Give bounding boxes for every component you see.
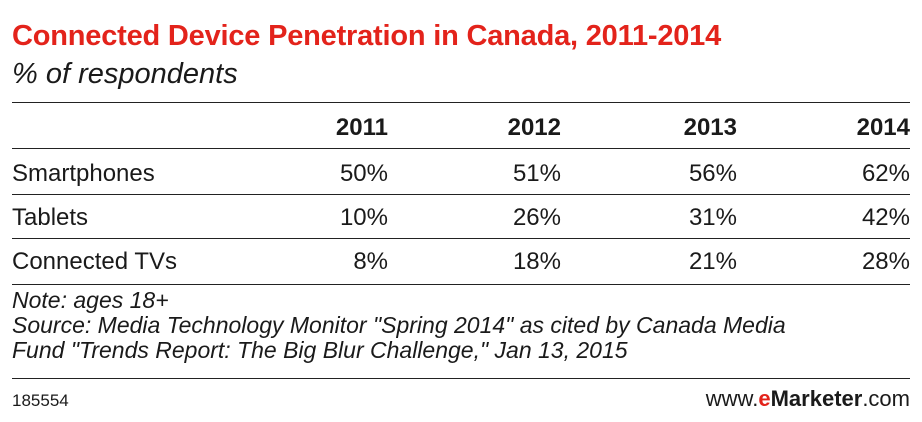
column-header: 2012	[507, 114, 561, 141]
note-text: Note: ages 18+	[12, 287, 169, 313]
header-rule	[12, 148, 910, 149]
brand-suffix: .com	[862, 386, 910, 411]
brand-e: e	[758, 386, 771, 411]
table-cell: 18%	[512, 248, 561, 275]
row-label: Connected TVs	[12, 248, 177, 275]
table-cell: 31%	[688, 204, 737, 231]
table-cell: 51%	[512, 160, 561, 187]
table-cell: 28%	[861, 248, 910, 275]
table-row: Smartphones 50% 51% 56% 62%	[12, 160, 910, 200]
table-cell: 50%	[339, 160, 388, 187]
table-cell: 21%	[688, 248, 737, 275]
row-label: Tablets	[12, 204, 89, 231]
brand-name: Marketer	[770, 386, 863, 411]
footnote-block: Note: ages 18+ Source: Media Technology …	[12, 288, 786, 363]
brand-prefix: www.	[705, 386, 759, 411]
row-rule	[12, 238, 910, 239]
brand-url: www.eMarketer.com	[706, 386, 910, 412]
table-row: Connected TVs 8% 18% 21% 28%	[12, 248, 910, 288]
column-header: 2011	[335, 114, 388, 141]
table-cell: 42%	[861, 204, 910, 231]
table-cell: 8%	[353, 248, 388, 275]
table-cell: 62%	[861, 160, 910, 187]
table-header-row: 2011 2012 2013 2014	[12, 108, 910, 148]
table-cell: 10%	[339, 204, 388, 231]
footer-rule	[12, 378, 910, 379]
chart-subtitle: % of respondents	[12, 58, 238, 90]
chart-title: Connected Device Penetration in Canada, …	[12, 20, 722, 52]
column-header: 2013	[683, 114, 737, 141]
column-header: 2014	[856, 114, 910, 141]
table-cell: 56%	[688, 160, 737, 187]
chart-id: 185554	[12, 391, 69, 410]
table-bottom-rule	[12, 284, 910, 285]
row-label: Smartphones	[12, 160, 155, 187]
row-rule	[12, 194, 910, 195]
table-cell: 26%	[512, 204, 561, 231]
top-rule	[12, 102, 910, 103]
table-row: Tablets 10% 26% 31% 42%	[12, 204, 910, 244]
source-text-line2: Fund "Trends Report: The Big Blur Challe…	[12, 337, 628, 363]
source-text-line1: Source: Media Technology Monitor "Spring…	[12, 312, 786, 338]
